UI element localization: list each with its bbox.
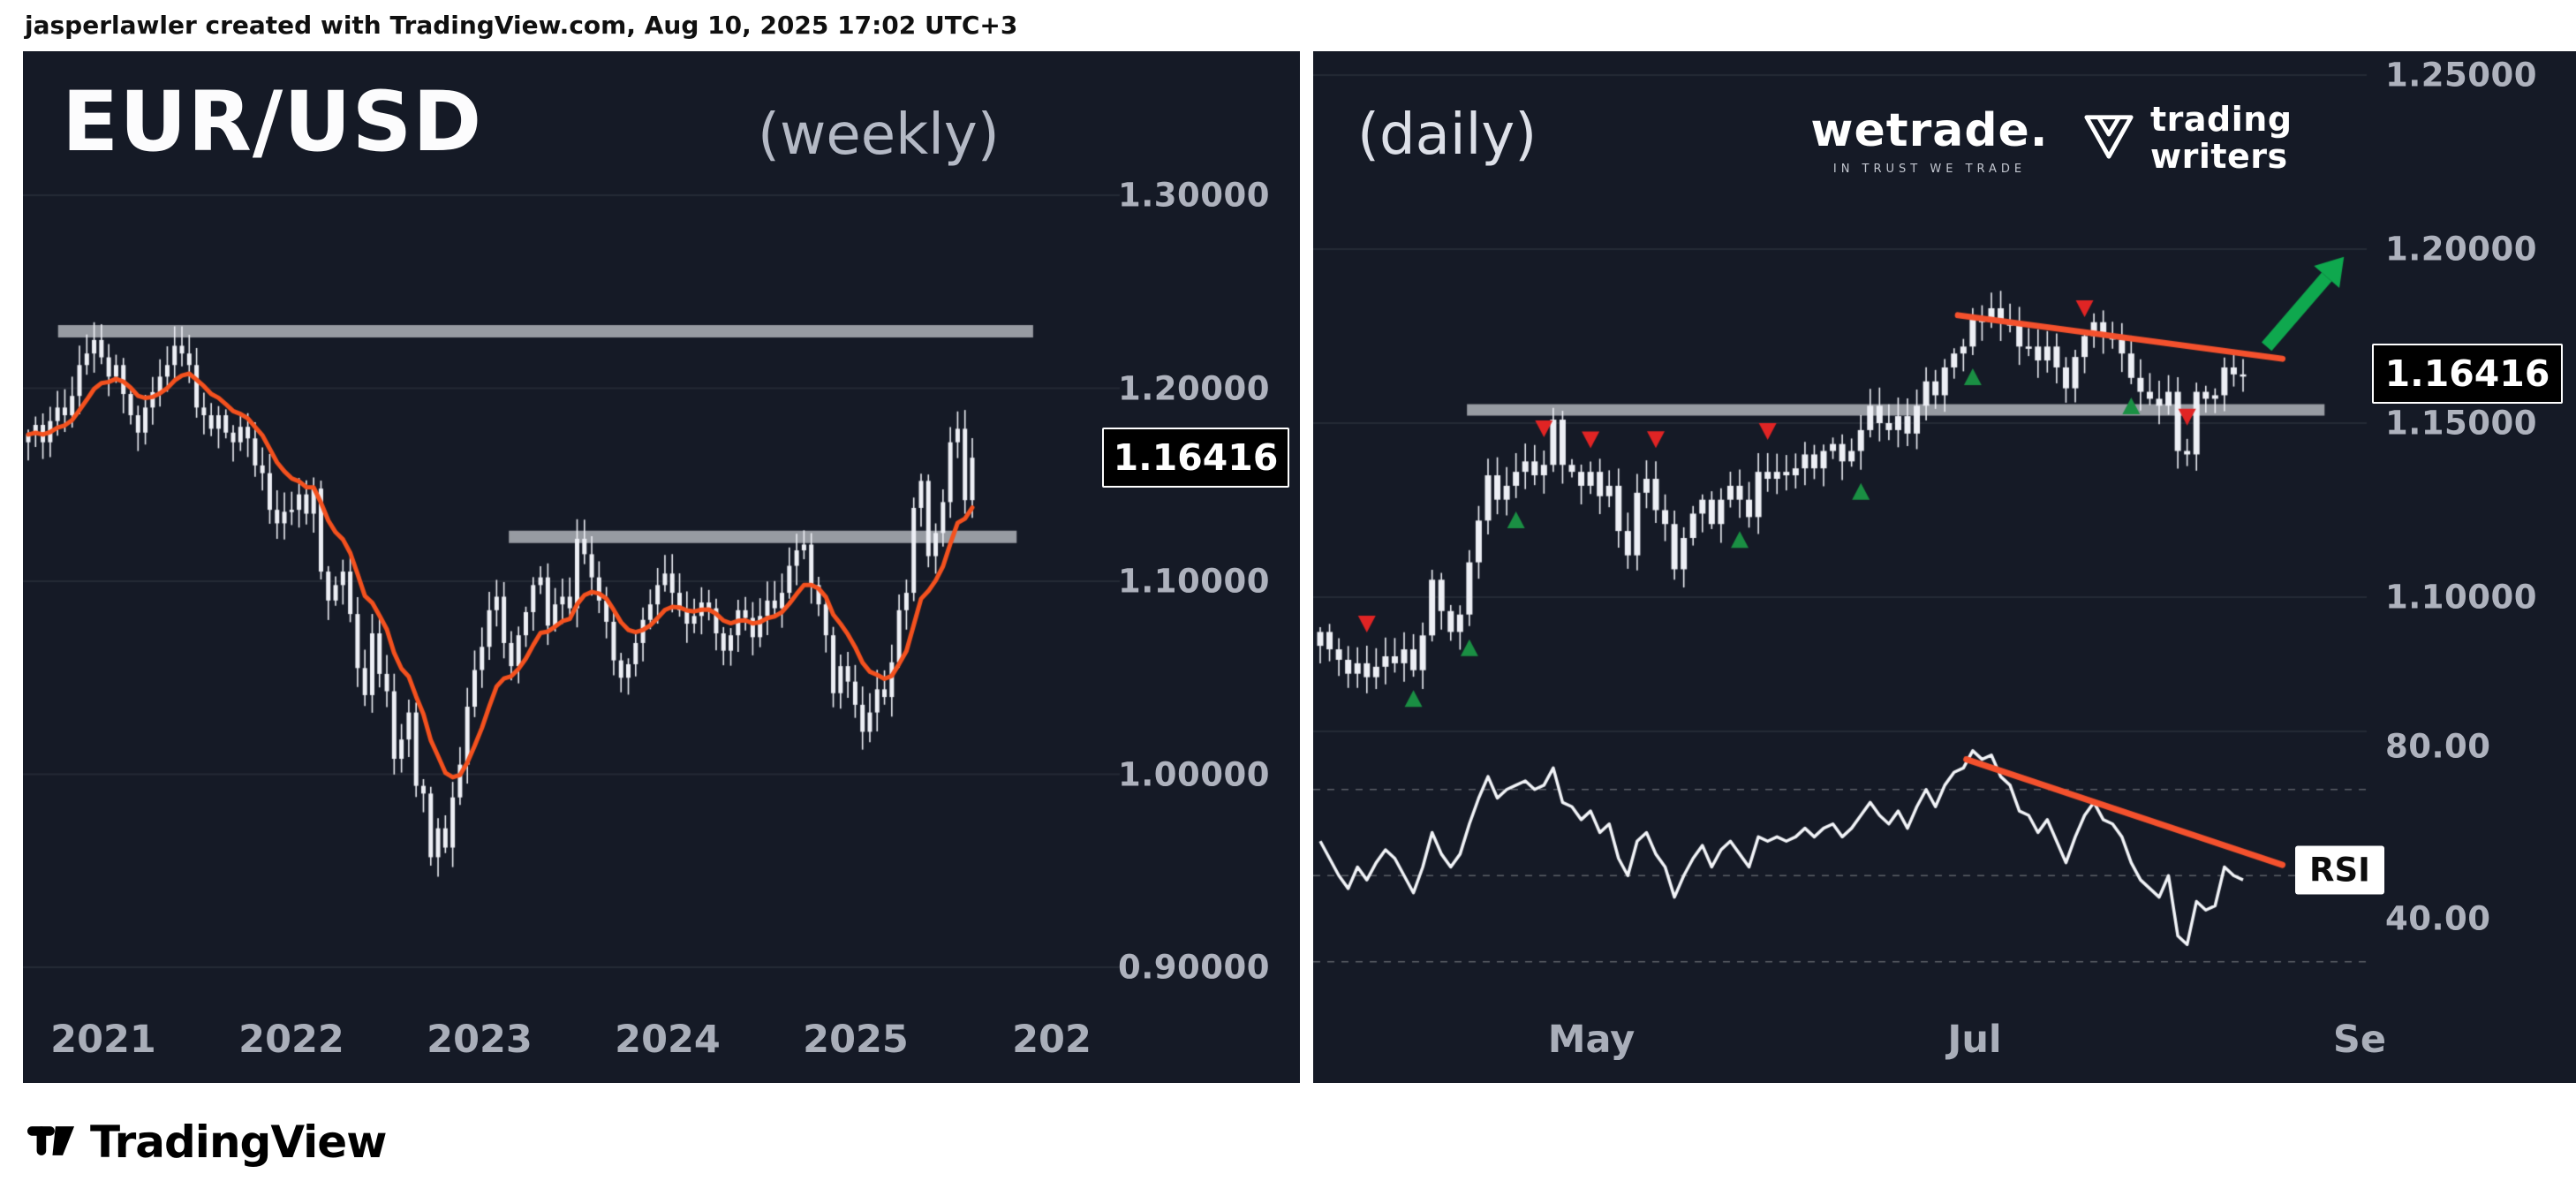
wetrade-logo-text: wetrade. — [1810, 104, 2049, 157]
tradingview-logo-text: TradingView — [90, 1117, 387, 1168]
weekly-chart-canvas — [23, 51, 1300, 1083]
tradingwriters-logo: trading writers — [2081, 101, 2293, 175]
time-axis-label: 2024 — [615, 1018, 721, 1062]
price-axis-label: 0.90000 — [1118, 948, 1271, 987]
time-axis-label: 202 — [1012, 1018, 1092, 1062]
price-axis-label: 1.00000 — [1118, 755, 1271, 794]
daily-timeframe-label: (daily) — [1357, 102, 1537, 168]
price-axis-label: 1.10000 — [1118, 562, 1271, 601]
price-axis-label: 1.25000 — [2385, 56, 2538, 95]
time-axis-label: May — [1547, 1018, 1635, 1062]
time-axis-label: 2021 — [50, 1018, 156, 1062]
price-axis-label: 1.20000 — [2385, 230, 2538, 269]
tradingwriters-logo-text: trading writers — [2150, 101, 2293, 175]
rsi-indicator-label: RSI — [2295, 845, 2384, 895]
price-axis-label: 1.15000 — [2385, 404, 2538, 443]
footer-bar: TradingView — [0, 1083, 2576, 1204]
attribution-text: jasperlawler created with TradingView.co… — [25, 11, 1018, 40]
daily-chart-canvas — [1313, 51, 2576, 1083]
tradingview-logo-icon — [26, 1125, 76, 1160]
price-axis-label: 1.30000 — [1118, 176, 1271, 215]
tradingview-logo: TradingView — [26, 1117, 387, 1168]
wetrade-tagline: IN TRUST WE TRADE — [1832, 163, 2027, 176]
time-axis-label: 2023 — [427, 1018, 533, 1062]
last-price-tag: 1.16416 — [1102, 428, 1289, 488]
last-price-tag: 1.16416 — [2372, 344, 2563, 404]
weekly-timeframe-label: (weekly) — [758, 102, 1000, 168]
tradingwriters-line2: writers — [2150, 137, 2288, 176]
time-axis-label: Jul — [1947, 1018, 2002, 1062]
tradingwriters-triangle-icon — [2081, 110, 2136, 165]
daily-chart-panel: (daily) wetrade. IN TRUST WE TRADE tradi… — [1313, 51, 2576, 1083]
price-axis-label: 1.20000 — [1118, 369, 1271, 408]
symbol-title: EUR/USD — [62, 74, 483, 170]
price-axis-label: 1.10000 — [2385, 578, 2538, 617]
wetrade-logo: wetrade. IN TRUST WE TRADE — [1797, 104, 2062, 176]
time-axis-label: Se — [2332, 1018, 2387, 1062]
rsi-axis-label: 80.00 — [2385, 727, 2491, 766]
time-axis-label: 2025 — [803, 1018, 909, 1062]
tradingwriters-line1: trading — [2150, 100, 2293, 139]
weekly-chart-panel: EUR/USD (weekly) 1.30000 1.20000 1.10000… — [23, 51, 1300, 1083]
attribution-bar: jasperlawler created with TradingView.co… — [0, 0, 2576, 49]
rsi-axis-label: 40.00 — [2385, 899, 2491, 938]
time-axis-label: 2022 — [238, 1018, 344, 1062]
